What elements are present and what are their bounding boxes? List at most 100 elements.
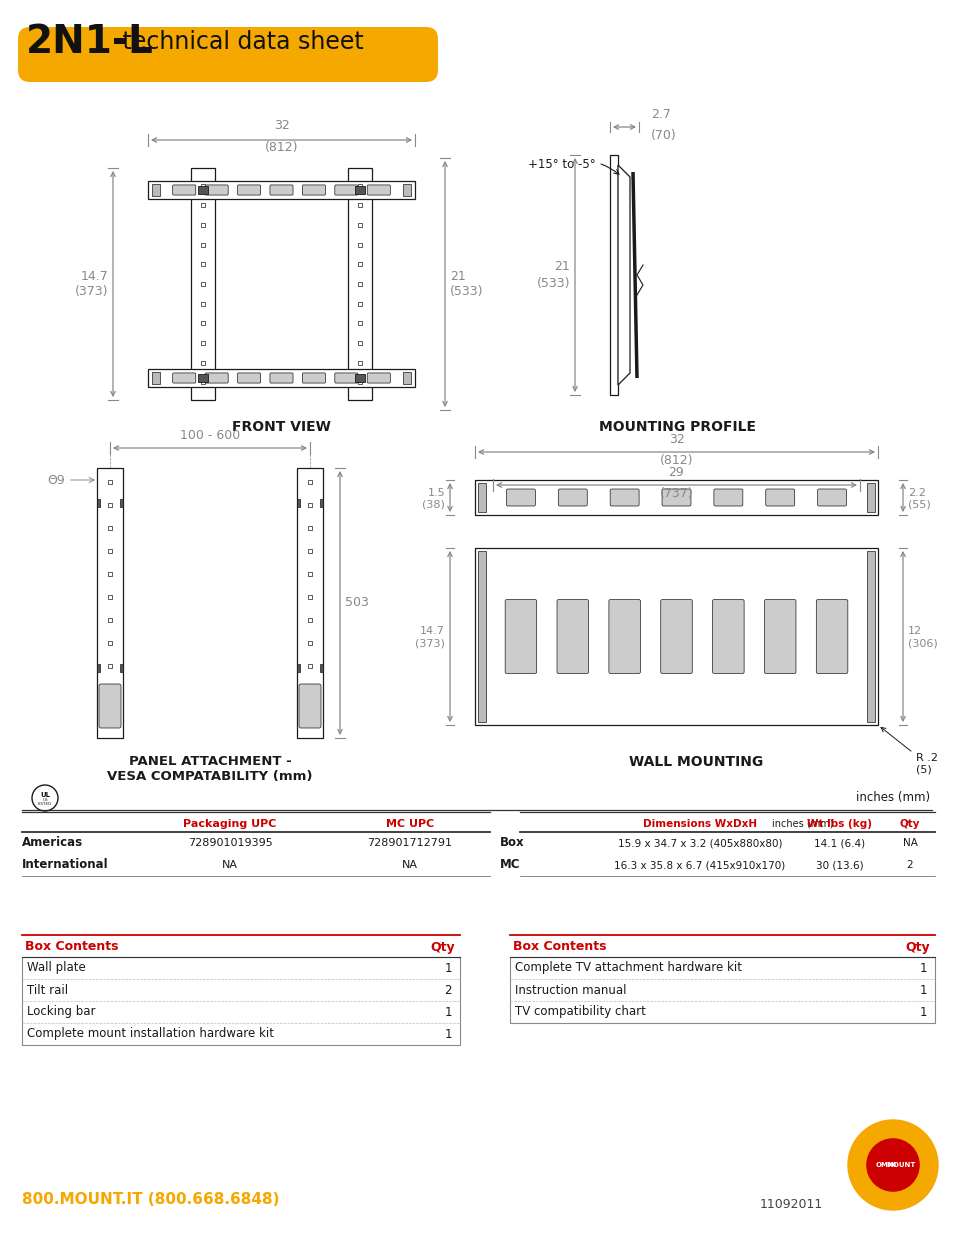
Text: Box Contents: Box Contents xyxy=(25,941,118,953)
Bar xyxy=(348,168,372,400)
Bar xyxy=(609,156,618,395)
Text: NA: NA xyxy=(902,839,917,848)
Bar xyxy=(108,480,112,484)
Bar xyxy=(477,551,485,722)
Text: UL: UL xyxy=(40,792,50,798)
Bar xyxy=(22,957,459,1045)
Bar xyxy=(357,361,361,364)
FancyBboxPatch shape xyxy=(335,185,357,195)
Text: +15° to -5°: +15° to -5° xyxy=(527,158,618,174)
Bar xyxy=(319,499,323,508)
FancyBboxPatch shape xyxy=(270,185,293,195)
Text: (737): (737) xyxy=(659,487,693,500)
Bar xyxy=(97,664,100,672)
FancyBboxPatch shape xyxy=(557,600,588,673)
Bar xyxy=(510,957,934,1023)
Text: inches (mm): inches (mm) xyxy=(771,819,833,829)
Bar xyxy=(357,204,361,207)
Bar xyxy=(201,301,205,305)
Bar xyxy=(357,262,361,267)
Text: 11092011: 11092011 xyxy=(760,1198,822,1212)
FancyBboxPatch shape xyxy=(172,185,195,195)
Bar xyxy=(201,184,205,188)
Bar xyxy=(152,372,160,384)
Text: 14.1 (6.4): 14.1 (6.4) xyxy=(814,839,864,848)
Text: 32: 32 xyxy=(668,433,683,446)
Text: 2: 2 xyxy=(444,983,452,997)
Text: Complete mount installation hardware kit: Complete mount installation hardware kit xyxy=(27,1028,274,1041)
Bar xyxy=(308,526,312,530)
FancyBboxPatch shape xyxy=(99,684,121,727)
FancyBboxPatch shape xyxy=(237,373,260,383)
Text: 15.9 x 34.7 x 3.2 (405x880x80): 15.9 x 34.7 x 3.2 (405x880x80) xyxy=(618,839,781,848)
Bar xyxy=(475,548,877,725)
FancyBboxPatch shape xyxy=(205,373,228,383)
Text: US
LISTED: US LISTED xyxy=(38,798,52,806)
Text: 728901019395: 728901019395 xyxy=(188,839,273,848)
Text: 14.7: 14.7 xyxy=(80,269,108,283)
FancyBboxPatch shape xyxy=(205,185,228,195)
Text: (373): (373) xyxy=(415,638,444,648)
Text: NA: NA xyxy=(401,860,417,869)
FancyBboxPatch shape xyxy=(302,185,325,195)
FancyBboxPatch shape xyxy=(817,489,845,506)
Text: 2.7: 2.7 xyxy=(650,107,670,121)
FancyBboxPatch shape xyxy=(713,489,742,506)
Text: Instruction manual: Instruction manual xyxy=(515,983,626,997)
Bar xyxy=(198,186,208,194)
Text: 2: 2 xyxy=(905,860,912,869)
Bar xyxy=(198,374,208,382)
Text: Qty: Qty xyxy=(904,941,929,953)
Text: 800.MOUNT.IT (800.668.6848): 800.MOUNT.IT (800.668.6848) xyxy=(22,1193,279,1208)
Circle shape xyxy=(847,1120,937,1210)
Bar xyxy=(402,184,411,196)
Text: (306): (306) xyxy=(907,638,937,648)
Bar xyxy=(357,282,361,287)
Bar xyxy=(148,182,415,199)
FancyBboxPatch shape xyxy=(660,600,692,673)
Text: Box Contents: Box Contents xyxy=(513,941,606,953)
Text: Dimensions WxDxH: Dimensions WxDxH xyxy=(642,819,757,829)
Bar xyxy=(201,361,205,364)
Text: technical data sheet: technical data sheet xyxy=(115,30,363,54)
Bar xyxy=(201,243,205,247)
Bar xyxy=(201,204,205,207)
FancyBboxPatch shape xyxy=(558,489,587,506)
Text: Tilt rail: Tilt rail xyxy=(27,983,68,997)
Bar xyxy=(201,341,205,345)
Bar xyxy=(357,301,361,305)
Bar xyxy=(475,480,877,515)
Text: (38): (38) xyxy=(421,499,444,510)
FancyBboxPatch shape xyxy=(302,373,325,383)
Bar xyxy=(308,572,312,576)
FancyBboxPatch shape xyxy=(661,489,690,506)
Bar xyxy=(108,595,112,599)
FancyBboxPatch shape xyxy=(237,185,260,195)
FancyBboxPatch shape xyxy=(610,489,639,506)
Bar xyxy=(97,468,123,739)
Text: (55): (55) xyxy=(907,499,930,510)
Bar xyxy=(191,168,214,400)
Bar xyxy=(357,341,361,345)
Text: MOUNTING PROFILE: MOUNTING PROFILE xyxy=(598,420,756,433)
Bar xyxy=(108,710,112,714)
Text: MC UPC: MC UPC xyxy=(385,819,434,829)
FancyBboxPatch shape xyxy=(763,600,795,673)
Bar xyxy=(357,380,361,384)
Text: Wt lbs (kg): Wt lbs (kg) xyxy=(806,819,872,829)
FancyBboxPatch shape xyxy=(765,489,794,506)
FancyBboxPatch shape xyxy=(367,185,390,195)
FancyBboxPatch shape xyxy=(506,489,535,506)
Text: Wall plate: Wall plate xyxy=(27,962,86,974)
Bar xyxy=(308,710,312,714)
Text: 1: 1 xyxy=(919,983,926,997)
FancyBboxPatch shape xyxy=(18,27,437,82)
Text: (533): (533) xyxy=(450,285,483,299)
Text: 1: 1 xyxy=(444,962,452,974)
Bar xyxy=(108,526,112,530)
Text: 100 - 600: 100 - 600 xyxy=(180,429,240,442)
FancyBboxPatch shape xyxy=(712,600,743,673)
Bar xyxy=(308,618,312,622)
Text: 21: 21 xyxy=(554,261,569,273)
Bar xyxy=(296,468,323,739)
